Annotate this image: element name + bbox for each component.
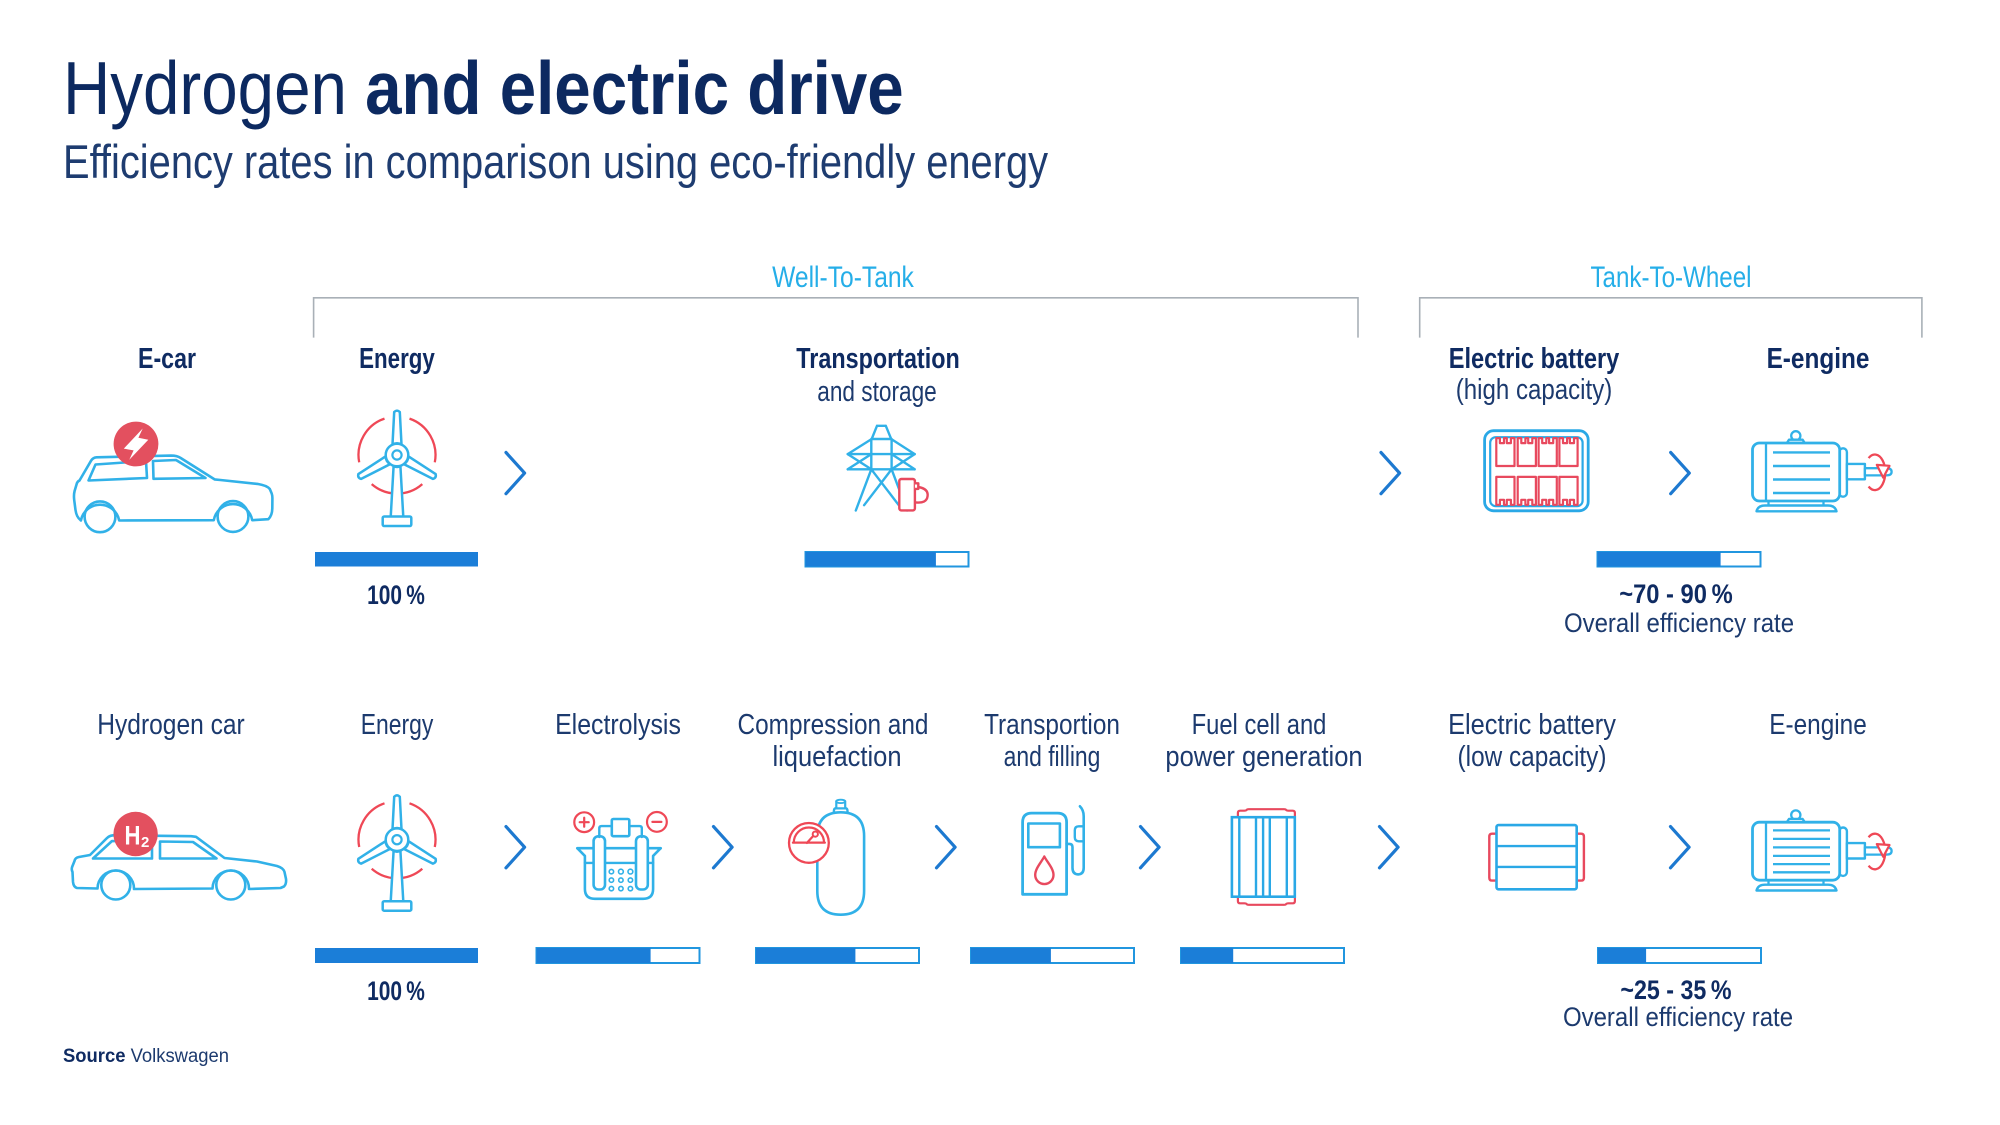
svg-text:H: H (125, 822, 141, 852)
svg-text:2: 2 (141, 834, 149, 851)
